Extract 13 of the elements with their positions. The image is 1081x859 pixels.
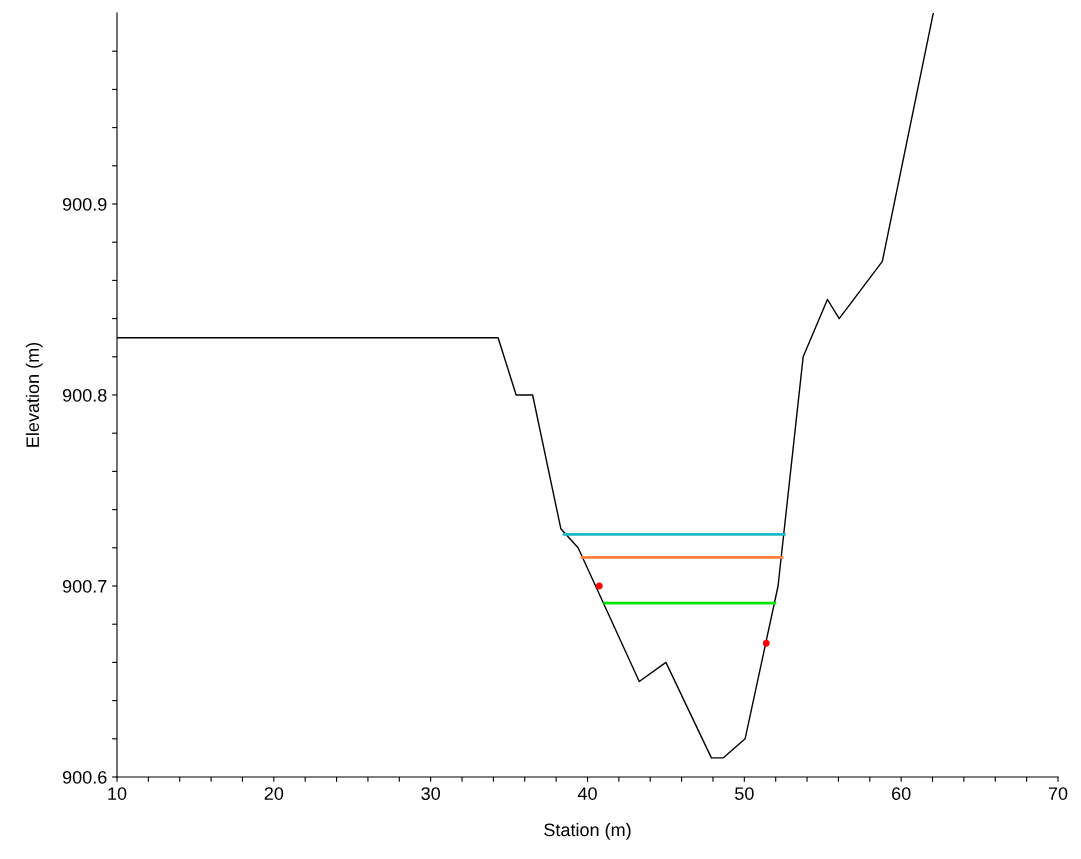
y-tick-label: 900.6 [62, 770, 107, 784]
x-tick-label: 10 [108, 787, 127, 800]
x-axis-title: Station (m) [544, 823, 631, 840]
y-axis-title: Elevation (m) [25, 342, 43, 447]
x-tick-label: 30 [421, 787, 440, 800]
y-tick-label: 900.9 [62, 197, 107, 211]
x-tick-label: 40 [577, 787, 597, 800]
x-tick-label: 70 [1048, 787, 1068, 800]
x-tick-label: 20 [264, 787, 284, 800]
y-tick-label: 900.7 [62, 579, 107, 593]
y-tick-label: 900.8 [62, 388, 107, 402]
x-tick-label: 50 [735, 787, 754, 800]
x-tick-label: 60 [892, 787, 911, 800]
